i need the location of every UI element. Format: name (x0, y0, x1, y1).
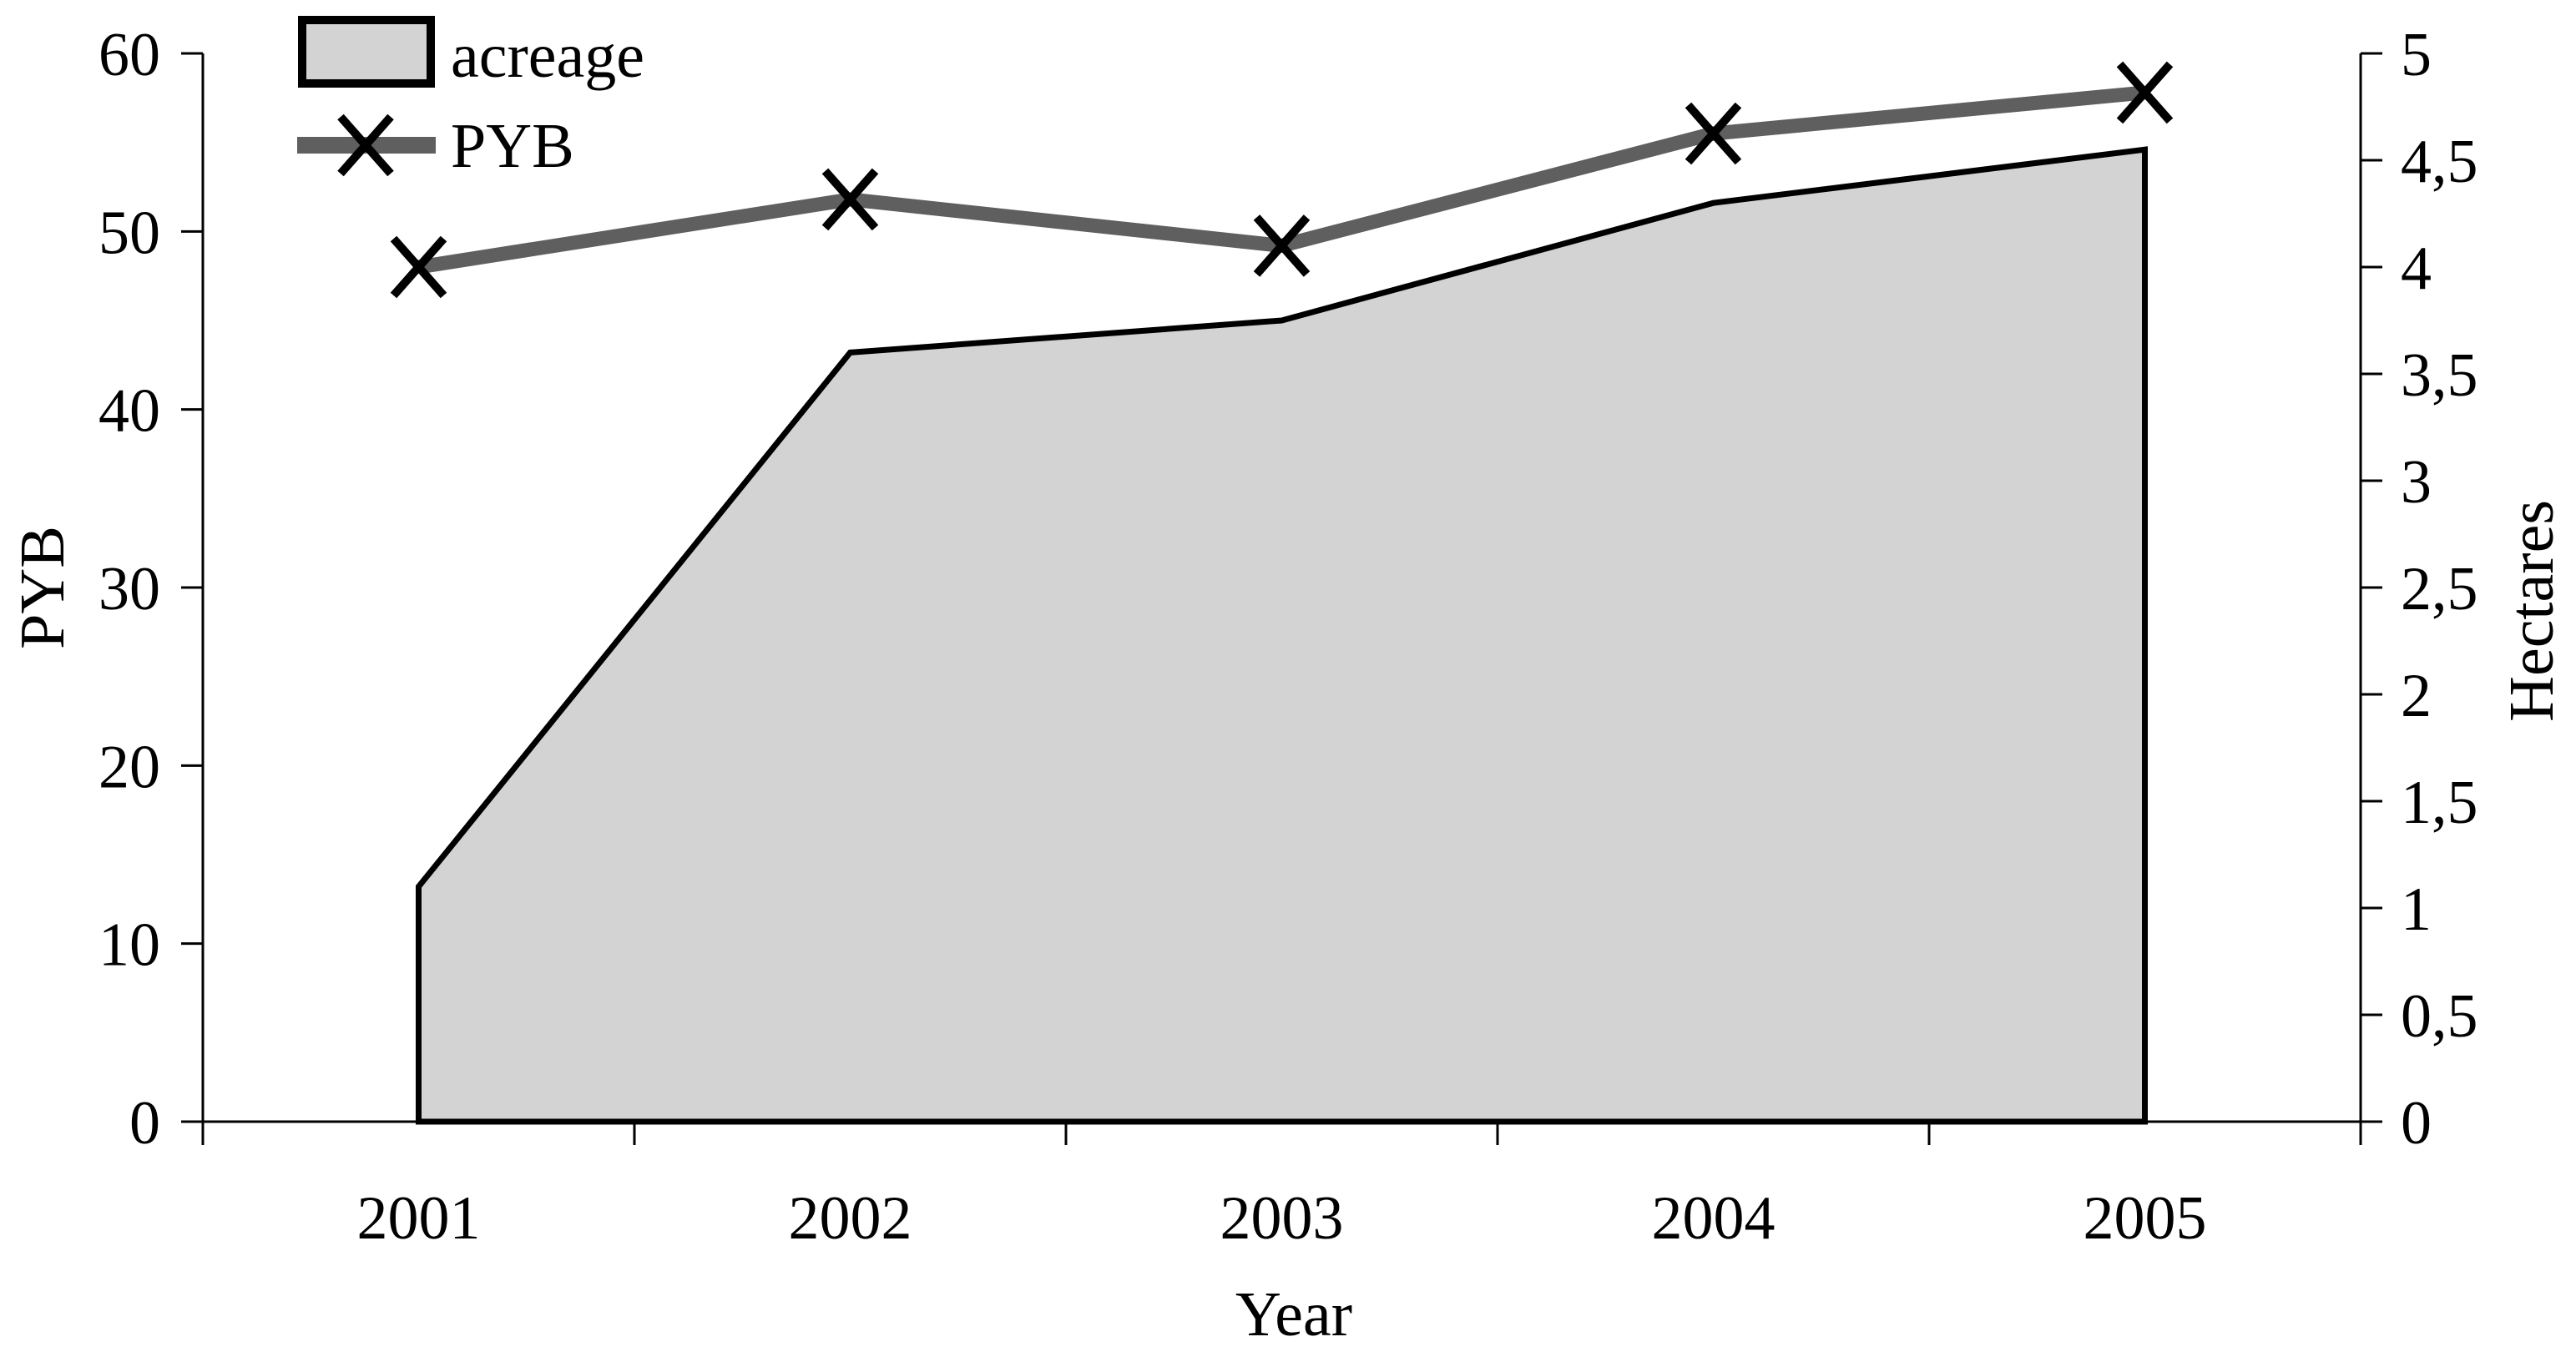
left-axis-tick-label: 40 (98, 377, 160, 446)
left-axis-tick-label: 0 (129, 1089, 160, 1158)
right-axis-tick-label: 3 (2401, 448, 2432, 517)
legend: acreage PYB (297, 16, 644, 181)
x-axis-category-label: 2005 (2084, 1184, 2207, 1253)
x-axis-category-label: 2003 (1220, 1184, 1344, 1253)
left-axis-tick-label: 10 (98, 911, 160, 980)
x-axis-category-label: 2001 (357, 1184, 481, 1253)
x-axis-title: Year (1235, 1279, 1352, 1349)
legend-acreage-swatch (298, 16, 435, 88)
right-axis-tick-label: 5 (2401, 21, 2432, 89)
left-axis-tick-label: 20 (98, 733, 160, 801)
right-axis-title: Hectares (2497, 500, 2567, 722)
left-axis-tick-label: 30 (98, 555, 160, 623)
x-axis-category-label: 2004 (1652, 1184, 1775, 1253)
left-axis-title: PYB (8, 526, 78, 649)
pyb-x-marker (390, 235, 447, 299)
right-axis-tick-label: 2 (2401, 662, 2432, 730)
pyb-x-marker (1253, 214, 1311, 277)
right-axis-tick-label: 1,5 (2401, 769, 2478, 837)
acreage-area (416, 146, 2148, 1125)
pyb-x-marker (1685, 102, 1742, 165)
right-axis-tick-label: 0 (2401, 1089, 2432, 1158)
right-axis-tick-label: 3,5 (2401, 341, 2478, 410)
right-axis-tick-label: 2,5 (2401, 555, 2478, 623)
right-axis-tick-label: 4,5 (2401, 128, 2478, 196)
pyb-x-marker (2116, 61, 2174, 124)
left-axis-tick-label: 60 (98, 21, 160, 89)
legend-pyb-x-marker-icon (337, 114, 394, 177)
legend-pyb-label: PYB (451, 111, 574, 181)
right-axis-tick-label: 0,5 (2401, 982, 2478, 1051)
x-axis-category-label: 2002 (789, 1184, 912, 1253)
right-axis-tick-label: 4 (2401, 235, 2432, 303)
right-axis-tick-label: 1 (2401, 875, 2432, 944)
plot-area: 0 10 20 30 40 50 60 0 0,5 1 1,5 2 2,5 3 3,5 4 4,5 5 2001 20… (98, 21, 2478, 1253)
left-axis-tick-label: 50 (98, 199, 160, 267)
pyb-x-marker (821, 168, 879, 231)
legend-acreage-label: acreage (451, 21, 644, 91)
